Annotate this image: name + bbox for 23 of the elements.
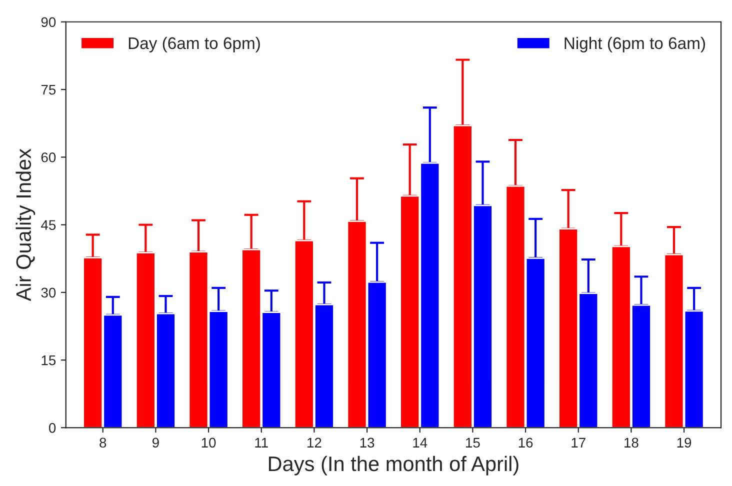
y-tick-label: 60 [41, 152, 56, 162]
y-tick-label: 15 [42, 356, 56, 366]
y-tick-label: 75 [41, 84, 56, 95]
y-tick-label: 0 [48, 423, 56, 433]
x-tick-label: 11 [255, 438, 268, 448]
x-axis-title: Days (In the month of April) [268, 456, 518, 476]
x-tick-label: 16 [518, 438, 533, 448]
x-tick-label: 15 [466, 438, 480, 448]
x-tick-label: 13 [360, 438, 374, 448]
legend-label: Day (6am to 6pm) [128, 36, 260, 52]
x-tick-label: 10 [202, 438, 216, 448]
y-axis-title: Air Quality Index [16, 148, 36, 302]
y-tick-label: 45 [41, 220, 56, 230]
x-tick-label: 19 [677, 438, 692, 448]
x-tick-label: 14 [413, 438, 428, 448]
legend-label: Night (6pm to 6am) [564, 36, 705, 52]
y-tick-label: 90 [41, 17, 56, 28]
x-tick-label: 18 [624, 438, 638, 448]
x-tick-label: 9 [152, 438, 159, 448]
y-tick-label: 30 [41, 288, 56, 298]
x-tick-label: 12 [308, 438, 322, 448]
x-tick-label: 8 [100, 438, 106, 448]
x-tick-label: 17 [572, 438, 586, 448]
